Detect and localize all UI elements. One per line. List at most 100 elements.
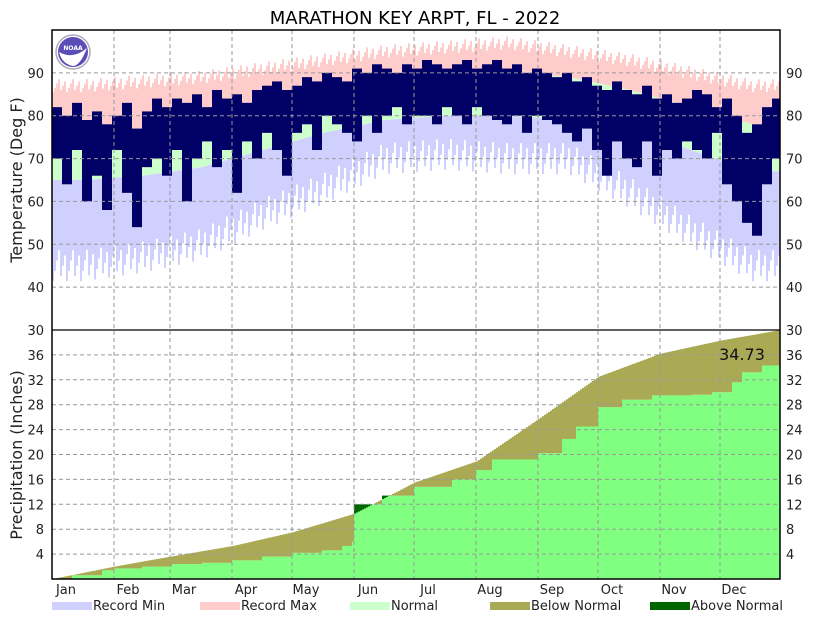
below-normal-bar: [114, 566, 116, 569]
actual-precip-bar: [772, 365, 774, 579]
record-max-bar: [538, 47, 540, 76]
actual-temp-bar: [778, 98, 780, 159]
below-normal-bar: [152, 559, 154, 567]
below-normal-bar: [480, 458, 482, 471]
below-normal-bar: [648, 358, 650, 400]
below-normal-bar: [222, 547, 224, 563]
actual-temp-bar: [296, 85, 298, 133]
record-min-bar: [98, 178, 100, 259]
actual-temp-bar: [380, 64, 382, 133]
record-min-bar: [690, 150, 692, 242]
record-max-bar: [104, 84, 106, 132]
record-min-bar: [702, 154, 704, 223]
actual-temp-bar: [386, 68, 388, 116]
actual-temp-bar: [382, 68, 384, 116]
below-normal-bar: [216, 548, 218, 563]
below-normal-bar: [172, 556, 174, 565]
actual-temp-bar: [750, 132, 752, 223]
actual-temp-bar: [456, 64, 458, 116]
actual-temp-bar: [718, 107, 720, 133]
actual-precip-bar: [604, 407, 606, 579]
record-min-bar: [194, 168, 196, 251]
precip-tick-label-right: 24: [786, 424, 803, 439]
below-normal-bar: [710, 342, 712, 395]
actual-precip-bar: [174, 564, 176, 579]
actual-temp-bar: [722, 98, 724, 185]
record-min-bar: [296, 140, 298, 185]
record-max-bar: [644, 61, 646, 95]
actual-temp-bar: [198, 94, 200, 159]
record-max-bar: [510, 43, 512, 74]
below-normal-bar: [488, 453, 490, 471]
actual-precip-bar: [438, 486, 440, 579]
actual-temp-bar: [160, 98, 162, 159]
record-min-bar: [436, 116, 438, 140]
actual-precip-bar: [266, 556, 268, 579]
record-max-bar: [714, 75, 716, 114]
below-normal-bar: [730, 338, 732, 393]
actual-precip-bar: [346, 546, 348, 579]
below-normal-bar: [104, 568, 106, 571]
record-min-bar: [536, 117, 538, 169]
actual-temp-bar: [238, 94, 240, 193]
below-normal-bar: [316, 525, 318, 553]
below-normal-bar: [334, 519, 336, 551]
record-min-bar: [354, 126, 356, 184]
actual-precip-bar: [686, 395, 688, 579]
record-min-bar: [418, 117, 420, 162]
below-normal-bar: [558, 404, 560, 454]
actual-precip-bar: [382, 499, 384, 579]
below-normal-bar: [500, 444, 502, 460]
record-min-bar: [710, 157, 712, 259]
actual-temp-bar: [136, 128, 138, 228]
actual-precip-bar: [80, 575, 82, 579]
below-normal-bar: [624, 367, 626, 400]
record-min-bar: [80, 180, 82, 282]
actual-temp-bar: [554, 77, 556, 125]
below-normal-bar: [612, 371, 614, 408]
actual-temp-bar: [636, 94, 638, 168]
below-normal-bar: [504, 442, 506, 460]
record-min-bar: [378, 121, 380, 157]
below-normal-bar: [544, 414, 546, 454]
below-normal-bar: [700, 344, 702, 395]
record-min-bar: [530, 117, 532, 164]
record-min-bar: [344, 128, 346, 168]
below-normal-bar: [514, 435, 516, 460]
record-min-bar: [396, 119, 398, 169]
actual-temp-bar: [706, 94, 708, 159]
record-max-bar: [518, 42, 520, 74]
below-normal-bar: [646, 358, 648, 400]
record-min-bar: [254, 152, 256, 203]
record-min-bar: [358, 125, 360, 162]
record-min-bar: [662, 140, 664, 225]
actual-temp-bar: [678, 102, 680, 159]
below-normal-bar: [304, 528, 306, 553]
actual-temp-bar: [96, 111, 98, 176]
actual-precip-bar: [310, 552, 312, 579]
below-normal-bar: [424, 479, 426, 487]
actual-precip-bar: [484, 470, 486, 579]
actual-temp-bar: [766, 107, 768, 185]
precipitation-panel: [54, 330, 780, 579]
normal-range-bar: [712, 113, 714, 158]
actual-temp-bar: [390, 68, 392, 116]
actual-precip-bar: [702, 394, 704, 579]
record-max-bar: [526, 41, 528, 75]
record-max-bar: [520, 38, 522, 74]
actual-precip-bar: [450, 486, 452, 579]
record-min-bar: [356, 125, 358, 173]
below-normal-bar: [418, 481, 420, 487]
below-normal-bar: [746, 335, 748, 373]
below-normal-bar: [638, 361, 640, 400]
actual-precip-bar: [226, 562, 228, 579]
month-label: Jun: [357, 583, 378, 598]
actual-temp-bar: [156, 98, 158, 159]
actual-precip-bar: [212, 562, 214, 579]
record-min-bar: [60, 180, 62, 276]
actual-temp-bar: [144, 111, 146, 168]
record-min-bar: [284, 143, 286, 216]
actual-temp-bar: [316, 81, 318, 150]
record-min-bar: [176, 170, 178, 240]
actual-precip-bar: [312, 552, 314, 579]
